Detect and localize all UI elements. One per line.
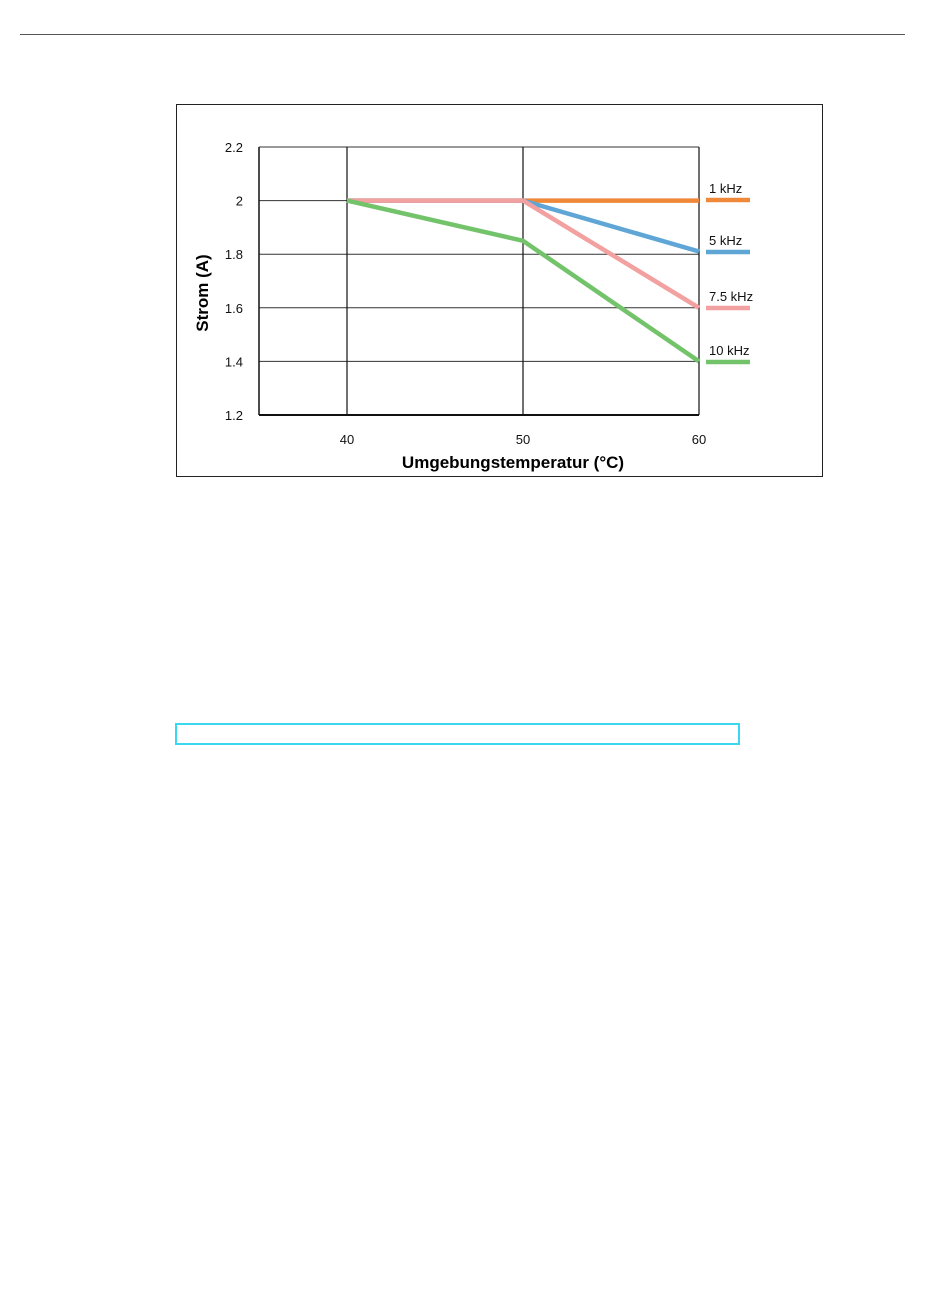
empty-text-box xyxy=(175,723,740,745)
series-layer xyxy=(346,198,701,364)
series-line-2 xyxy=(347,198,701,310)
y-tick-label: 1.8 xyxy=(225,247,243,262)
legend-label-1: 5 kHz xyxy=(709,233,742,248)
x-tick-label: 60 xyxy=(692,432,706,447)
y-tick-label: 1.4 xyxy=(225,354,243,369)
legend-layer: 1 kHz 5 kHz 7.5 kHz 10 kHz xyxy=(706,181,753,365)
tick-layer: 2.2 2 1.8 1.6 1.4 1.2 40 50 60 xyxy=(225,140,706,447)
y-tick-label: 1.2 xyxy=(225,408,243,423)
y-tick-label: 2 xyxy=(236,194,243,209)
x-tick-label: 40 xyxy=(340,432,354,447)
y-axis-title: Strom (A) xyxy=(193,254,212,331)
series-line-3 xyxy=(346,198,701,364)
x-tick-label: 50 xyxy=(516,432,530,447)
y-tick-label: 2.2 xyxy=(225,140,243,155)
x-axis-title: Umgebungstemperatur (°C) xyxy=(402,453,624,472)
grid-layer xyxy=(258,146,700,416)
y-tick-label: 1.6 xyxy=(225,301,243,316)
legend-label-0: 1 kHz xyxy=(709,181,742,196)
legend-label-2: 7.5 kHz xyxy=(709,289,753,304)
header-rule xyxy=(20,34,905,35)
legend-label-3: 10 kHz xyxy=(709,343,749,358)
